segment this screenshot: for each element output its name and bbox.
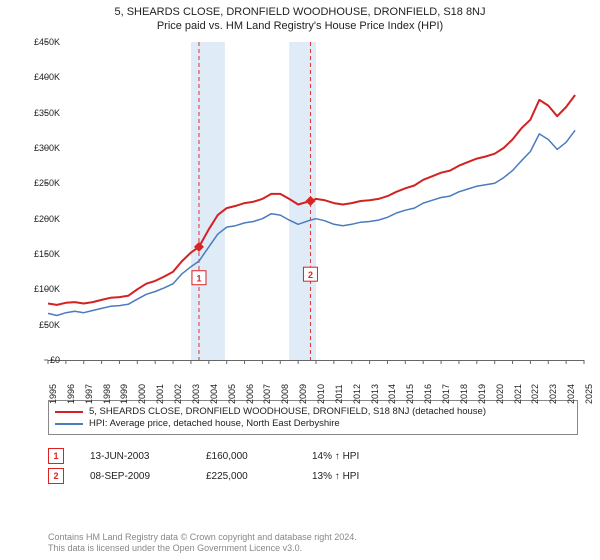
sale-marker-box: 2 (48, 468, 64, 484)
sale-price: £160,000 (206, 451, 286, 462)
chart-titles: 5, SHEARDS CLOSE, DRONFIELD WOODHOUSE, D… (0, 0, 600, 32)
x-tick-label: 2014 (387, 384, 397, 404)
x-tick-label: 2009 (298, 384, 308, 404)
x-tick-label: 2003 (191, 384, 201, 404)
y-tick-label: £300K (12, 143, 60, 153)
sale-row: 1 13-JUN-2003 £160,000 14% ↑ HPI (48, 448, 578, 464)
footer-line2: This data is licensed under the Open Gov… (48, 543, 302, 553)
chart-plot: 12 (48, 42, 584, 361)
x-tick-label: 2023 (548, 384, 558, 404)
x-tick-label: 1996 (66, 384, 76, 404)
x-tick-label: 2007 (262, 384, 272, 404)
x-tick-label: 1995 (48, 384, 58, 404)
x-tick-label: 2018 (459, 384, 469, 404)
x-tick-label: 2020 (495, 384, 505, 404)
y-tick-label: £150K (12, 249, 60, 259)
legend-row: HPI: Average price, detached house, Nort… (55, 418, 571, 429)
sale-date: 13-JUN-2003 (90, 451, 180, 462)
y-tick-label: £350K (12, 108, 60, 118)
sale-delta: 14% ↑ HPI (312, 451, 359, 462)
chart-svg: 12 (48, 42, 584, 360)
sales-table: 1 13-JUN-2003 £160,000 14% ↑ HPI 2 08-SEP-200… (48, 444, 578, 488)
x-tick-label: 1999 (119, 384, 129, 404)
y-tick-label: £400K (12, 72, 60, 82)
y-tick-label: £50K (12, 320, 60, 330)
x-tick-label: 2004 (209, 384, 219, 404)
x-tick-label: 2002 (173, 384, 183, 404)
x-tick-label: 2015 (405, 384, 415, 404)
svg-text:1: 1 (196, 274, 201, 284)
sale-price: £225,000 (206, 471, 286, 482)
footer-line1: Contains HM Land Registry data © Crown c… (48, 532, 357, 542)
legend-swatch (55, 411, 83, 413)
y-tick-label: £100K (12, 284, 60, 294)
x-tick-label: 2012 (352, 384, 362, 404)
title-subtitle: Price paid vs. HM Land Registry's House … (8, 20, 592, 32)
legend-row: 5, SHEARDS CLOSE, DRONFIELD WOODHOUSE, D… (55, 406, 571, 417)
x-tick-label: 2019 (477, 384, 487, 404)
x-tick-label: 2022 (530, 384, 540, 404)
x-tick-label: 2017 (441, 384, 451, 404)
svg-text:2: 2 (308, 270, 313, 280)
x-tick-label: 2025 (584, 384, 594, 404)
legend-swatch (55, 423, 83, 425)
y-tick-label: £250K (12, 178, 60, 188)
legend-box: 5, SHEARDS CLOSE, DRONFIELD WOODHOUSE, D… (48, 400, 578, 435)
x-tick-label: 2008 (280, 384, 290, 404)
x-tick-label: 2005 (227, 384, 237, 404)
x-tick-label: 2011 (334, 384, 344, 403)
x-tick-label: 2016 (423, 384, 433, 404)
x-tick-label: 2021 (513, 384, 523, 404)
x-tick-label: 2006 (245, 384, 255, 404)
sale-date: 08-SEP-2009 (90, 471, 180, 482)
x-tick-label: 2013 (370, 384, 380, 404)
sale-row: 2 08-SEP-2009 £225,000 13% ↑ HPI (48, 468, 578, 484)
y-tick-label: £450K (12, 37, 60, 47)
sale-marker-box: 1 (48, 448, 64, 464)
title-address: 5, SHEARDS CLOSE, DRONFIELD WOODHOUSE, D… (8, 6, 592, 18)
x-tick-label: 2001 (155, 384, 165, 404)
y-tick-label: £200K (12, 214, 60, 224)
x-tick-label: 2024 (566, 384, 576, 404)
x-tick-label: 2010 (316, 384, 326, 404)
x-tick-label: 1997 (84, 384, 94, 404)
legend-label: HPI: Average price, detached house, Nort… (89, 418, 340, 429)
sale-delta: 13% ↑ HPI (312, 471, 359, 482)
footer-attribution: Contains HM Land Registry data © Crown c… (48, 532, 578, 555)
y-tick-label: £0 (12, 355, 60, 365)
x-tick-label: 2000 (137, 384, 147, 404)
x-tick-label: 1998 (102, 384, 112, 404)
legend-label: 5, SHEARDS CLOSE, DRONFIELD WOODHOUSE, D… (89, 406, 486, 417)
